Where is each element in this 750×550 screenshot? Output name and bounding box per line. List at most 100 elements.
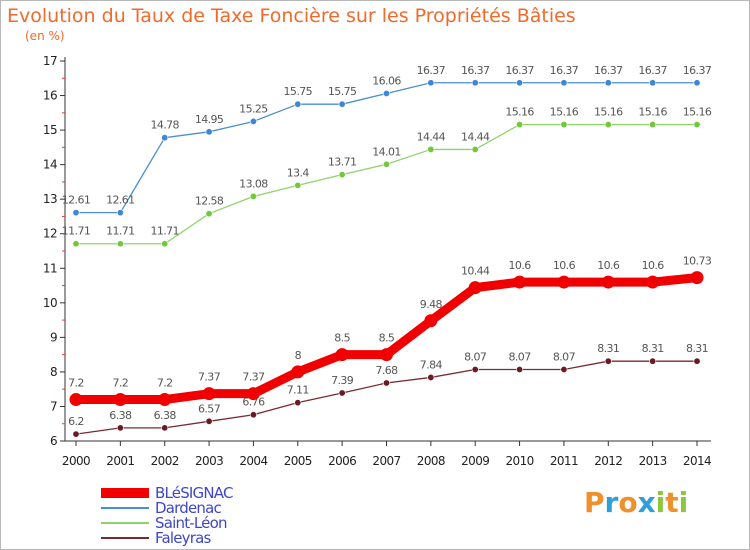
data-label: 16.06 [372,74,401,87]
data-label: 8.07 [464,350,487,363]
data-label: 7.37 [198,371,221,384]
data-point [516,365,524,373]
data-label: 10.6 [509,259,532,272]
data-point [380,348,393,362]
y-tick-label: 14 [43,158,57,172]
data-point [427,79,435,87]
x-tick-label: 2012 [594,454,622,468]
data-point [513,275,527,289]
chart-title: Evolution du Taux de Taxe Foncière sur l… [7,5,576,27]
data-label: 8.5 [334,332,350,345]
data-point [205,417,213,425]
logo-letter: P [584,486,605,519]
data-point [72,209,80,217]
x-tick-label: 2008 [417,454,445,468]
data-point [471,145,479,153]
data-point [294,181,302,189]
x-tick-label: 2001 [106,454,134,468]
data-label: 16.37 [594,64,623,77]
y-tick-label: 6 [50,434,57,448]
x-tick-label: 2005 [284,454,312,468]
data-point [205,210,213,218]
data-label: 6.38 [154,409,177,422]
proxiti-logo: Proxiti [584,486,688,519]
data-label: 16.37 [505,64,534,77]
data-label: 14.95 [195,113,224,126]
data-point [113,393,127,407]
data-point [690,271,704,285]
legend-swatch [101,507,149,509]
y-tick-label: 11 [43,261,57,275]
y-tick-label: 13 [43,192,57,206]
data-point [516,79,524,87]
data-label: 13.71 [328,156,357,169]
data-point [649,357,657,365]
data-label: 10.6 [553,259,576,272]
data-point [294,100,302,108]
x-tick-label: 2002 [151,454,179,468]
legend-label: Saint-Léon [155,514,227,532]
data-point [202,387,216,401]
data-label: 10.6 [597,259,620,272]
data-label: 9.48 [420,298,443,311]
data-point [69,393,83,407]
y-tick-label: 12 [43,227,57,241]
data-label: 6.57 [198,402,221,415]
data-point [161,134,169,142]
data-point [161,424,169,432]
data-label: 13.08 [239,177,268,190]
x-tick-label: 2011 [550,454,578,468]
data-point [161,240,169,248]
logo-letter: r [604,486,619,519]
data-label: 10.44 [461,265,490,278]
legend-swatch [101,537,149,539]
data-point [471,79,479,87]
data-label: 8.5 [379,332,395,345]
data-point [560,121,568,129]
data-label: 15.25 [239,102,268,115]
data-point [649,79,657,87]
data-point [294,399,302,407]
data-label: 15.16 [594,106,623,119]
data-point [560,79,568,87]
data-point [249,411,257,419]
data-label: 7.2 [68,377,84,390]
data-label: 12.58 [195,195,224,208]
data-point [338,389,346,397]
x-tick-label: 2014 [683,454,711,468]
data-label: 8.31 [597,342,619,355]
data-label: 10.73 [683,255,712,268]
data-point [693,357,701,365]
data-label: 7.39 [331,374,354,387]
data-point [646,275,660,289]
data-point [693,79,701,87]
data-label: 15.16 [550,106,579,119]
y-tick-label: 16 [43,89,57,103]
data-label: 15.75 [284,85,313,98]
legend-label: Faleyras [155,529,211,547]
y-tick-label: 7 [50,399,57,413]
legend-label: Dardenac [155,499,222,517]
data-point [72,240,80,248]
legend-label: BLéSIGNAC [155,484,233,502]
x-tick-label: 2004 [239,454,267,468]
data-label: 8.31 [686,342,708,355]
data-point [249,192,257,200]
data-label: 14.78 [150,119,179,132]
chart-subtitle: (en %) [25,29,65,43]
data-label: 16.37 [638,64,667,77]
logo-letter: i [655,486,666,519]
data-point [382,160,390,168]
data-label: 15.16 [638,106,667,119]
data-label: 16.37 [461,64,490,77]
data-label: 12.61 [106,194,135,207]
x-tick-label: 2013 [639,454,667,468]
data-label: 8.07 [553,350,576,363]
x-tick-label: 2003 [195,454,223,468]
data-label: 13.4 [287,166,310,179]
data-point [516,121,524,129]
data-point [649,121,657,129]
data-label: 7.2 [157,377,173,390]
